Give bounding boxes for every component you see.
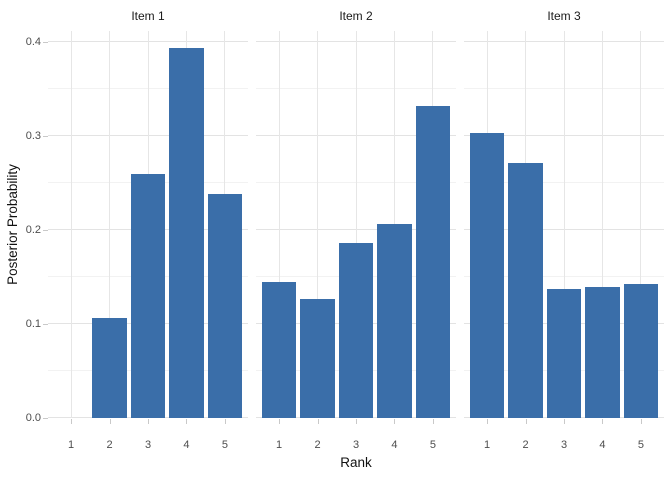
- bar: [546, 289, 582, 418]
- bar: [508, 162, 543, 418]
- y-tick-label: 0.0: [25, 411, 41, 424]
- bar: [261, 281, 297, 418]
- y-tick-mark: [43, 324, 48, 326]
- x-tick-mark: [186, 419, 188, 424]
- x-tick-mark: [224, 419, 226, 424]
- x-axis-title: Rank: [340, 455, 372, 470]
- y-tick-label: 0.2: [25, 223, 41, 236]
- x-tick-label: 1: [484, 439, 491, 451]
- facet-strip-title: Item 1: [131, 9, 165, 23]
- x-tick-mark: [109, 419, 111, 424]
- x-tick-mark: [356, 419, 357, 424]
- x-tick-label: 2: [522, 439, 529, 451]
- x-tick-mark: [71, 419, 73, 424]
- x-tick-label: 2: [106, 439, 113, 451]
- gridline-x-major: [317, 31, 319, 418]
- y-tick-mark: [43, 42, 48, 44]
- x-tick-label: 1: [68, 439, 75, 451]
- x-tick-mark: [564, 419, 565, 424]
- gridline-x-major: [601, 31, 603, 418]
- y-tick-label: 0.3: [25, 129, 41, 142]
- y-tick-mark: [43, 418, 48, 419]
- x-tick-label: 1: [276, 439, 283, 451]
- bar: [300, 298, 335, 418]
- bar: [623, 283, 659, 418]
- bar: [469, 133, 505, 418]
- x-tick-mark: [487, 419, 489, 424]
- x-tick-mark: [394, 419, 396, 424]
- x-tick-mark: [432, 419, 434, 424]
- bar: [585, 286, 620, 418]
- facet-strip-title: Item 3: [547, 9, 581, 23]
- x-tick-label: 5: [429, 439, 436, 451]
- bar: [415, 106, 451, 418]
- x-tick-mark: [148, 419, 149, 424]
- x-tick-label: 3: [144, 439, 152, 451]
- x-tick-label: 4: [183, 439, 190, 451]
- x-tick-mark: [279, 419, 281, 424]
- gridline-x-major: [640, 31, 642, 418]
- x-tick-label: 4: [391, 439, 398, 451]
- gridline-x-major: [563, 31, 565, 418]
- bar: [338, 243, 374, 418]
- gridline-x-major: [355, 31, 357, 418]
- bar: [130, 173, 166, 418]
- gridline-x-major: [70, 31, 72, 418]
- x-tick-label: 2: [314, 439, 321, 451]
- x-tick-mark: [317, 419, 319, 424]
- facet-strip-title: Item 2: [339, 9, 373, 23]
- y-tick-label: 0.1: [25, 317, 41, 330]
- facet-panel: [464, 31, 664, 418]
- y-tick-mark: [43, 230, 48, 232]
- facet-panel: [48, 31, 248, 418]
- facet-panel: [256, 31, 456, 418]
- x-tick-mark: [525, 419, 527, 424]
- bar: [169, 47, 204, 418]
- bar: [377, 223, 412, 418]
- bar: [207, 193, 243, 418]
- bar: [92, 317, 127, 418]
- x-tick-mark: [640, 419, 642, 424]
- x-tick-label: 5: [637, 439, 644, 451]
- gridline-x-major: [109, 31, 111, 418]
- x-tick-label: 5: [221, 439, 228, 451]
- x-tick-label: 4: [599, 439, 606, 451]
- x-tick-mark: [602, 419, 604, 424]
- x-tick-label: 3: [560, 439, 568, 451]
- y-tick-mark: [43, 136, 48, 138]
- y-tick-label: 0.4: [25, 35, 41, 48]
- x-tick-label: 3: [352, 439, 360, 451]
- gridline-x-major: [278, 31, 280, 418]
